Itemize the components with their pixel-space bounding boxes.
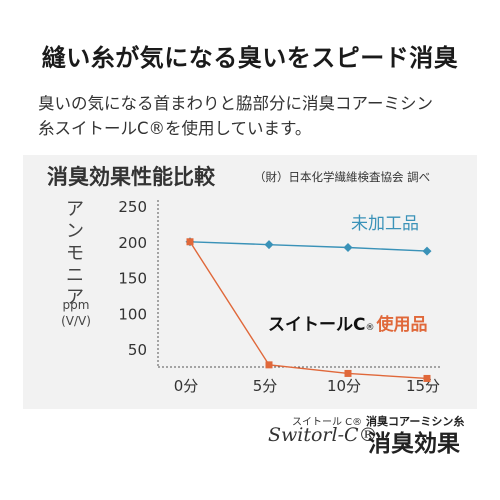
headline: 縫い糸が気になる臭いをスピード消臭 [41, 44, 459, 72]
x-tick-label: 5分 [253, 377, 278, 395]
x-tick-label: 15分 [406, 377, 440, 395]
data-point [344, 369, 352, 377]
description-line-1: 臭いの気になる首まわりと脇部分に消臭コアーミシン [38, 94, 434, 113]
y-axis-label-char: ア [66, 199, 84, 220]
description-line-2: 糸スイトールC®を使用しています。 [38, 119, 312, 138]
y-axis-unit-ppm: ppm [62, 298, 90, 312]
y-tick-label: 250 [118, 198, 147, 216]
chart-source: （財）日本化学繊維検査協会 調べ [254, 170, 431, 184]
series-label-treated: スイトールC® 使用品 [268, 314, 427, 335]
y-axis-label: アンモニア [62, 199, 88, 309]
brand-kana: スイトール C® [292, 417, 363, 428]
y-tick-label: 100 [118, 305, 147, 323]
data-point [423, 374, 431, 382]
brand-subtitle: 消臭コアーミシン糸 [366, 415, 465, 428]
data-point [265, 361, 273, 369]
y-axis-label-char: モ [66, 243, 84, 264]
y-tick-label: 200 [118, 234, 147, 252]
series-line-1 [189, 241, 428, 252]
series-line-2 [189, 241, 428, 380]
y-tick-label: 50 [128, 341, 147, 359]
series-label-untreated: 未加工品 [351, 214, 419, 234]
y-axis-unit-vv: (V/V) [61, 314, 91, 329]
data-point [343, 243, 353, 253]
y-axis-label-char: ニ [66, 265, 84, 286]
y-axis-label-char: ア [66, 287, 84, 308]
data-point [422, 246, 432, 256]
data-point [186, 238, 194, 246]
x-tick-label: 10分 [327, 377, 361, 395]
series-label-treated-suffix: 使用品 [375, 314, 427, 335]
y-axis-label-char: ン [66, 221, 84, 242]
y-tick-label: 150 [118, 270, 147, 288]
brand-main: 消臭効果 [368, 431, 460, 457]
data-point [264, 240, 274, 250]
x-tick-label: 0分 [174, 377, 199, 395]
series-label-treated-brand: スイトールC [268, 315, 365, 335]
series-label-treated-mark: ® [365, 323, 374, 333]
brand-logo: Switorl-C® [268, 424, 378, 446]
chart-title: 消臭効果性能比較 [47, 165, 215, 189]
y-axis-unit: ppm (V/V) [52, 297, 100, 329]
